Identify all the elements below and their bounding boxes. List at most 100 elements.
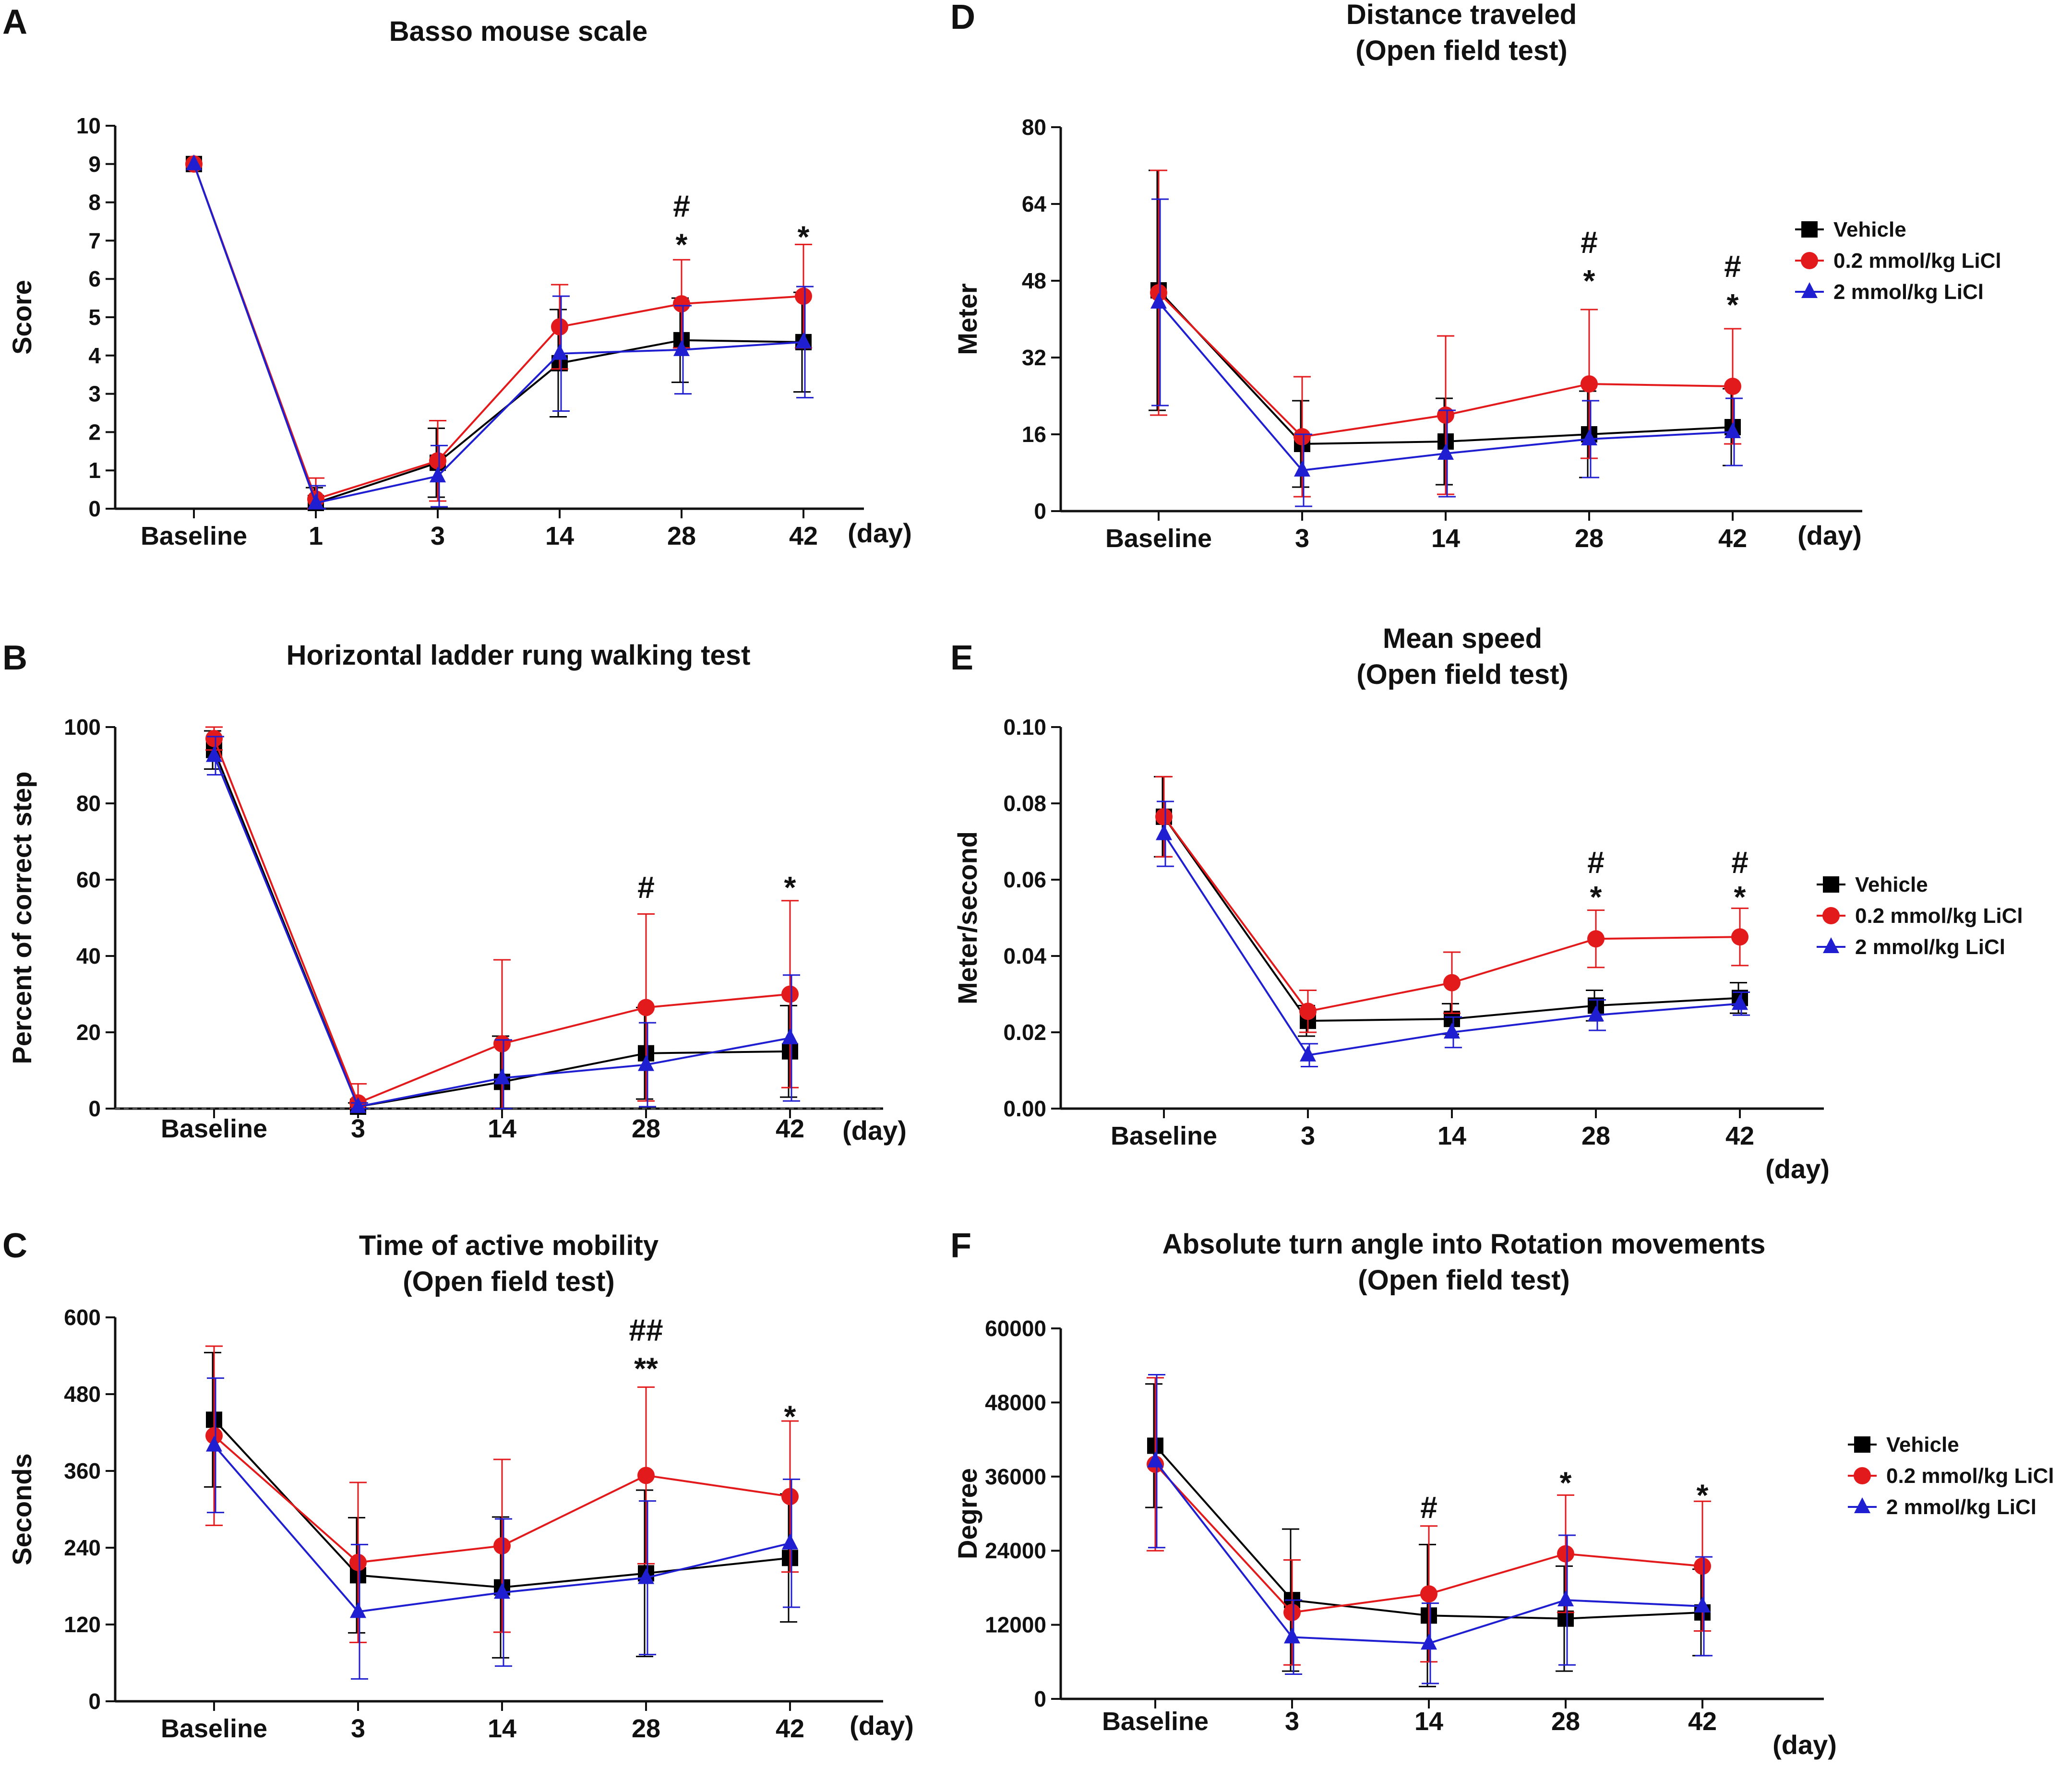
significance-mark: # bbox=[1581, 225, 1598, 260]
data-point bbox=[1437, 406, 1454, 424]
chart-title: Absolute turn angle into Rotation moveme… bbox=[1162, 1229, 1766, 1260]
series-vehicle bbox=[1154, 776, 1748, 1037]
legend-label: Vehicle bbox=[1855, 873, 1928, 896]
chart-panel-e: E Mean speed (Open field test) 0.00 0.02 0.04… bbox=[950, 623, 2023, 1184]
data-point bbox=[1294, 461, 1310, 477]
y-tick-label: 80 bbox=[76, 791, 101, 816]
legend-marker bbox=[1801, 221, 1818, 238]
y-tick-label: 36000 bbox=[985, 1464, 1046, 1489]
significance-mark: * bbox=[1734, 880, 1746, 914]
data-point bbox=[186, 154, 202, 170]
panel-letter: D bbox=[950, 0, 975, 36]
x-tick-label: 14 bbox=[1437, 1122, 1466, 1150]
chart-title: Mean speed bbox=[1383, 623, 1542, 654]
x-tick-label: 42 bbox=[776, 1114, 804, 1143]
x-axis-unit: (day) bbox=[848, 518, 912, 548]
data-point bbox=[430, 466, 446, 483]
y-axis-label: Meter bbox=[952, 283, 982, 355]
data-point bbox=[1283, 1603, 1301, 1621]
series-line bbox=[193, 164, 804, 504]
data-point bbox=[1150, 293, 1167, 309]
y-tick-label: 12000 bbox=[985, 1613, 1046, 1637]
data-point bbox=[494, 1583, 510, 1599]
y-tick-label: 0 bbox=[88, 1689, 101, 1714]
data-point bbox=[551, 318, 568, 335]
data-point bbox=[1284, 1627, 1300, 1644]
x-tick-label: 14 bbox=[545, 522, 574, 550]
chart-panel-d: D Distance traveled(Open field test)01632… bbox=[950, 0, 2001, 553]
x-tick-label: 14 bbox=[488, 1714, 516, 1743]
y-tick-label: 6 bbox=[88, 266, 101, 291]
legend-label: 0.2 mmol/kg LiCl bbox=[1855, 904, 2023, 928]
x-tick-label: 3 bbox=[1301, 1122, 1315, 1150]
data-point bbox=[1421, 1634, 1437, 1650]
y-tick-label: 600 bbox=[64, 1305, 101, 1330]
y-tick-label: 0.10 bbox=[1003, 715, 1046, 740]
data-point bbox=[637, 1467, 655, 1484]
x-tick-label: 3 bbox=[351, 1714, 365, 1743]
significance-mark: * bbox=[1583, 263, 1595, 298]
x-tick-label: Baseline bbox=[1105, 524, 1212, 553]
data-point bbox=[1300, 1045, 1316, 1062]
data-point bbox=[1147, 1451, 1163, 1468]
series-high bbox=[186, 154, 814, 510]
x-tick-label: 3 bbox=[431, 522, 445, 550]
y-tick-label: 40 bbox=[76, 944, 101, 968]
y-tick-label: 64 bbox=[1022, 191, 1047, 216]
x-tick-label: 3 bbox=[351, 1114, 365, 1143]
data-point bbox=[1725, 422, 1741, 438]
significance-mark: # bbox=[673, 189, 690, 224]
series-high bbox=[1156, 800, 1750, 1068]
data-point bbox=[1587, 930, 1605, 948]
significance-mark: * bbox=[1590, 880, 1602, 914]
legend: Vehicle 0.2 mmol/kg LiCl 2 mmol/kg LiCl bbox=[1817, 873, 2023, 959]
panel-letter: C bbox=[2, 1227, 27, 1265]
series-high bbox=[1147, 1374, 1713, 1684]
x-tick-label: 14 bbox=[488, 1114, 516, 1143]
y-axis-label: Seconds bbox=[7, 1453, 37, 1565]
chart-title: Time of active mobility bbox=[359, 1230, 659, 1261]
data-point bbox=[1557, 1590, 1574, 1607]
y-tick-label: 48 bbox=[1022, 268, 1046, 293]
data-point bbox=[349, 1553, 367, 1571]
data-point bbox=[493, 1537, 511, 1554]
y-tick-label: 7 bbox=[88, 228, 101, 253]
y-tick-label: 0 bbox=[1034, 1686, 1046, 1711]
panel-letter: E bbox=[950, 639, 973, 677]
panel-letter: A bbox=[2, 3, 27, 41]
y-tick-label: 3 bbox=[88, 382, 101, 406]
y-tick-label: 2 bbox=[88, 419, 101, 444]
y-axis-label: Percent of correct step bbox=[7, 772, 37, 1064]
legend-label: Vehicle bbox=[1833, 218, 1906, 241]
legend-label: 2 mmol/kg LiCl bbox=[1886, 1495, 2036, 1519]
x-tick-label: 14 bbox=[1431, 524, 1460, 553]
y-tick-label: 9 bbox=[88, 152, 101, 177]
data-point bbox=[494, 1068, 510, 1085]
significance-mark: * bbox=[1727, 287, 1739, 322]
x-tick-label: 28 bbox=[1581, 1122, 1610, 1150]
data-point bbox=[429, 452, 446, 470]
y-tick-label: 0 bbox=[88, 496, 101, 521]
data-point bbox=[1557, 1610, 1574, 1627]
y-tick-label: 60 bbox=[76, 867, 101, 892]
series-low bbox=[1150, 169, 1741, 498]
data-point bbox=[1156, 824, 1172, 840]
significance-mark: # bbox=[637, 870, 655, 905]
x-axis-unit: (day) bbox=[1797, 520, 1862, 550]
y-tick-label: 0 bbox=[1034, 499, 1046, 524]
significance-mark: ## bbox=[629, 1313, 663, 1348]
chart-panel-a: A Basso mouse scale 0 1 2 3 4 5 6 7 8 9 10 Baseline 1 3… bbox=[2, 3, 912, 550]
legend-marker bbox=[1823, 937, 1839, 953]
y-axis-label: Score bbox=[7, 280, 37, 355]
x-tick-label: 42 bbox=[776, 1714, 804, 1743]
panel-letter: F bbox=[950, 1227, 971, 1265]
significance-mark: # bbox=[1420, 1490, 1437, 1525]
y-tick-label: 10 bbox=[76, 113, 101, 138]
chart-subtitle: (Open field test) bbox=[1355, 35, 1567, 66]
data-point bbox=[638, 1568, 654, 1584]
chart-title: Horizontal ladder rung walking test bbox=[287, 640, 751, 671]
y-tick-label: 0.06 bbox=[1003, 867, 1046, 892]
series-vehicle bbox=[204, 730, 798, 1115]
y-tick-label: 120 bbox=[64, 1612, 101, 1637]
legend-marker bbox=[1823, 876, 1839, 893]
